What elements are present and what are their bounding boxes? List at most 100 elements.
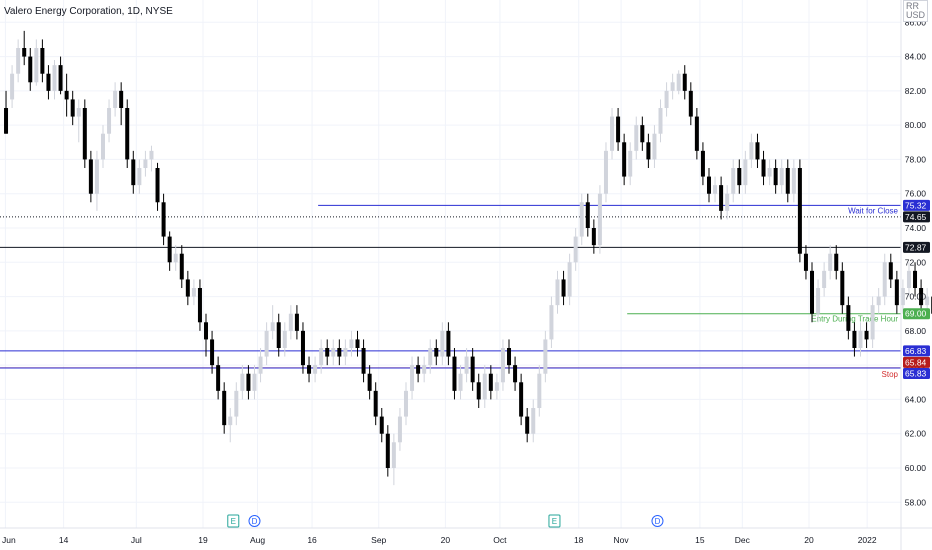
candle xyxy=(16,39,21,83)
candle-body xyxy=(264,330,269,357)
candle-body xyxy=(767,168,772,177)
candle xyxy=(622,133,627,186)
candle xyxy=(391,433,396,486)
currency-box[interactable]: RR USD xyxy=(902,0,928,22)
candle xyxy=(88,150,93,203)
candle-body xyxy=(628,150,633,177)
candle xyxy=(319,339,324,374)
candle-body xyxy=(391,442,396,468)
candle xyxy=(222,382,227,434)
candle xyxy=(822,262,827,297)
earnings-marker: E xyxy=(227,514,240,528)
candle-body xyxy=(240,373,245,391)
candle-body xyxy=(743,159,748,186)
candle-body xyxy=(367,373,372,391)
candle-body xyxy=(373,390,378,417)
candle-body xyxy=(597,193,602,246)
price-tag: 65.83 xyxy=(903,368,930,380)
price-tag-bg xyxy=(903,356,930,368)
candle-body xyxy=(622,142,627,177)
candle xyxy=(737,159,742,194)
candle-body xyxy=(858,330,863,348)
candle xyxy=(803,245,808,280)
candle xyxy=(270,305,275,340)
candle-body xyxy=(403,390,408,417)
x-tick-label: 18 xyxy=(574,535,584,545)
candle-body xyxy=(803,253,808,271)
candle xyxy=(906,262,911,297)
candle xyxy=(313,356,318,383)
candle xyxy=(422,356,427,383)
price-axis[interactable]: 58.0060.0062.0064.0066.0068.0070.0072.00… xyxy=(905,17,927,507)
candle-body xyxy=(46,73,51,91)
candle xyxy=(143,150,148,177)
candle-body xyxy=(525,416,530,434)
time-axis[interactable]: Jun 14 Jul 19 Aug 16 Sep 20 Oct 18 Nov 15 Dec 20 2022 xyxy=(2,535,877,545)
candle-body xyxy=(652,133,657,160)
candle xyxy=(579,193,584,246)
candle xyxy=(694,108,699,160)
candle xyxy=(597,185,602,254)
candle xyxy=(470,348,475,391)
candle-body xyxy=(361,348,366,374)
candle-body xyxy=(125,108,130,160)
candle-body xyxy=(64,90,69,100)
price-tag-text: 65.83 xyxy=(905,369,927,379)
candle xyxy=(52,60,57,100)
candle xyxy=(561,270,566,306)
candle-body xyxy=(52,65,57,91)
candle-body xyxy=(791,168,796,194)
candle-body xyxy=(349,339,354,348)
candle xyxy=(555,270,560,314)
dividend-marker-bg xyxy=(651,515,664,527)
candle xyxy=(664,82,669,117)
candle-body xyxy=(476,382,481,400)
candle-body xyxy=(446,330,451,357)
candle-body xyxy=(822,270,827,288)
candle xyxy=(361,339,366,383)
candle xyxy=(440,322,445,366)
candle-body xyxy=(519,382,524,417)
candle xyxy=(755,133,760,168)
candle-body xyxy=(925,296,930,306)
candle-body xyxy=(204,322,209,340)
candle xyxy=(628,142,633,186)
candle-body xyxy=(276,322,281,348)
candle-body xyxy=(246,373,251,391)
candle-body xyxy=(579,202,584,237)
candle xyxy=(688,82,693,126)
candle xyxy=(28,48,33,91)
candle xyxy=(137,159,142,194)
candle-body xyxy=(919,288,924,306)
price-tag-bg xyxy=(903,308,930,320)
candle-body xyxy=(749,142,754,160)
candle-body xyxy=(440,330,445,357)
candle-body xyxy=(731,168,736,194)
candle-body xyxy=(119,90,124,108)
candle xyxy=(773,159,778,194)
candle-body xyxy=(864,330,869,340)
x-tick-label: 19 xyxy=(198,535,208,545)
candle-body xyxy=(258,356,263,374)
y-tick-label: 76.00 xyxy=(905,189,927,199)
candle xyxy=(337,339,342,366)
candle xyxy=(385,425,390,477)
candle xyxy=(58,56,63,95)
candle xyxy=(476,373,481,408)
candle-body xyxy=(222,390,227,426)
candle xyxy=(810,262,815,323)
grid xyxy=(0,0,901,528)
candle-body xyxy=(646,142,651,160)
candle xyxy=(797,159,802,263)
candle xyxy=(70,90,75,126)
candle-body xyxy=(385,433,390,468)
candle-body xyxy=(107,108,112,134)
candle-body xyxy=(434,348,439,357)
candle xyxy=(882,253,887,306)
candle xyxy=(549,296,554,348)
candle-body xyxy=(694,116,699,151)
x-tick-label: Sep xyxy=(371,535,386,545)
candle xyxy=(119,82,124,126)
x-tick-label: 15 xyxy=(695,535,705,545)
